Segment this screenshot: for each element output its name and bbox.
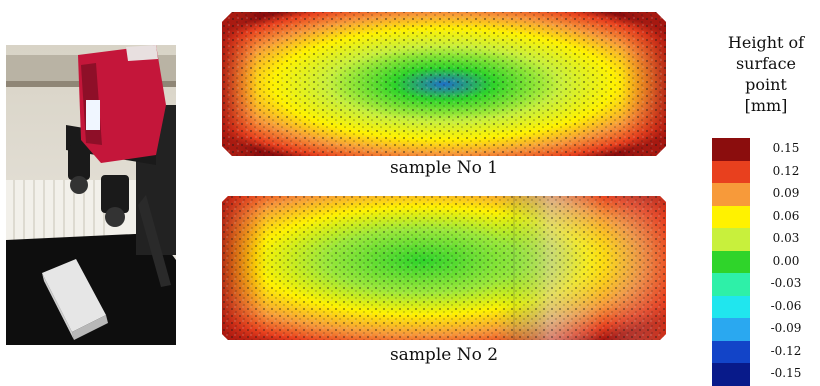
legend-swatch (712, 250, 750, 273)
legend-swatch (712, 228, 750, 251)
legend-value: 0.03 (772, 231, 800, 245)
legend-row: 0.03 (712, 228, 816, 251)
legend-value: -0.06 (770, 298, 802, 313)
scanner-photo-image (6, 45, 176, 345)
sample-block-icon (42, 259, 108, 340)
scanner-icon (78, 45, 166, 163)
legend-row: -0.03 (712, 273, 816, 296)
legend-swatch (712, 318, 750, 341)
legend-row: 0.09 (712, 183, 816, 206)
color-legend: 0.15 0.12 0.09 0.06 0.03 0.00 -0.03 -0.06 -0.09 -… (712, 138, 816, 386)
height-map-1-image (222, 12, 666, 156)
legend-row: 0.06 (712, 205, 816, 228)
legend-value: 0.06 (772, 208, 800, 223)
legend-value: 0.12 (772, 163, 800, 178)
legend-value: 0.09 (772, 186, 800, 200)
legend-swatch (712, 340, 750, 363)
legend-value: -0.15 (770, 366, 802, 380)
legend-row: 0.15 (712, 138, 816, 161)
legend-row: -0.12 (712, 340, 816, 363)
legend-row: 0.00 (712, 250, 816, 273)
scanner-photo (6, 45, 176, 345)
legend-title-line: Height of (727, 33, 805, 52)
legend-value: 0.15 (772, 141, 800, 155)
caption-sample-1: sample No 1 (389, 158, 499, 178)
legend-title-line: [mm] (744, 96, 788, 115)
legend-row: -0.15 (712, 363, 816, 386)
legend-swatch (712, 273, 750, 296)
legend-value: 0.00 (772, 253, 800, 268)
legend-swatch (712, 205, 750, 228)
legend-row: 0.12 (712, 160, 816, 183)
legend-swatch (712, 160, 750, 183)
legend-title-line: surface (735, 54, 797, 73)
legend-swatch (712, 295, 750, 318)
legend-swatch (712, 138, 750, 161)
legend-title-line: point (745, 75, 787, 94)
legend-row: -0.06 (712, 295, 816, 318)
legend-value: -0.03 (770, 276, 802, 290)
legend-swatch (712, 363, 750, 386)
caption-sample-2: sample No 2 (389, 345, 499, 365)
legend-title: Height of surface point [mm] (714, 32, 818, 116)
height-map-sample-1 (222, 10, 666, 156)
height-map-2-image (222, 196, 666, 340)
legend-value: -0.12 (770, 343, 802, 358)
legend-row: -0.09 (712, 318, 816, 341)
legend-value: -0.09 (770, 321, 802, 335)
legend-swatch (712, 183, 750, 206)
height-map-sample-2 (222, 194, 666, 340)
